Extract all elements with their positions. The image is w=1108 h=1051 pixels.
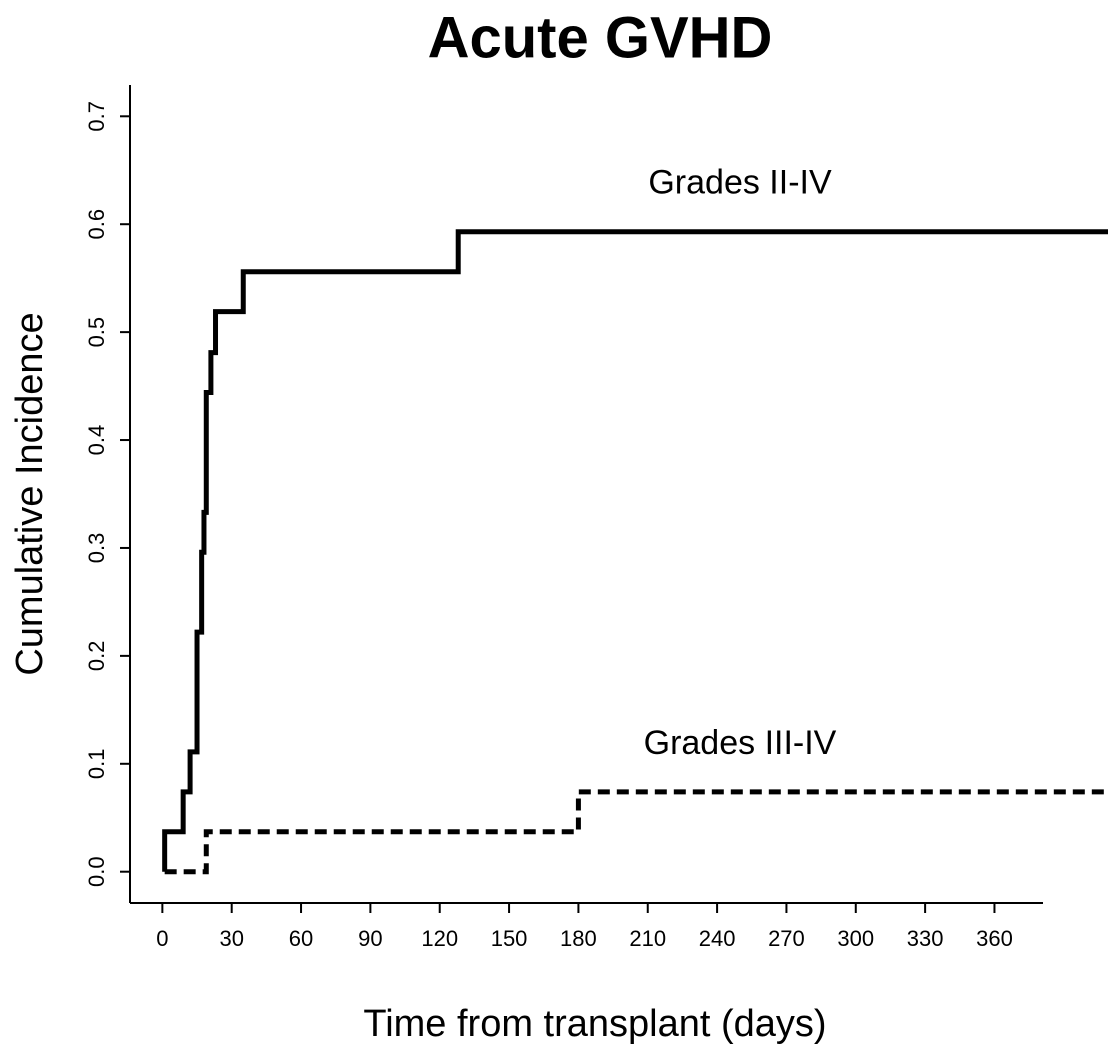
x-tick-label: 300 — [837, 926, 874, 951]
x-tick-label: 270 — [768, 926, 805, 951]
y-tick-label: 0.1 — [84, 748, 109, 779]
y-tick-label: 0.7 — [84, 101, 109, 132]
series-line — [164, 789, 1108, 875]
x-tick-label: 150 — [491, 926, 528, 951]
y-tick-label: 0.6 — [84, 209, 109, 240]
x-tick-label: 210 — [629, 926, 666, 951]
x-tick-label: 360 — [976, 926, 1013, 951]
chart-title: Acute GVHD — [428, 5, 773, 70]
x-tick-label: 90 — [358, 926, 382, 951]
x-tick-label: 30 — [219, 926, 243, 951]
series-line — [162, 229, 1108, 872]
series-label: Grades II-IV — [648, 164, 832, 202]
series-label: Grades III-IV — [644, 724, 837, 762]
y-tick-label: 0.5 — [84, 317, 109, 348]
y-tick-label: 0.0 — [84, 856, 109, 887]
y-tick-label: 0.3 — [84, 533, 109, 564]
x-tick-label: 60 — [289, 926, 313, 951]
y-tick-label: 0.4 — [84, 425, 109, 456]
x-tick-label: 180 — [560, 926, 597, 951]
x-tick-label: 330 — [907, 926, 944, 951]
x-tick-label: 240 — [699, 926, 736, 951]
x-axis-label: Time from transplant (days) — [363, 1003, 826, 1045]
x-tick-label: 0 — [156, 926, 168, 951]
y-tick-label: 0.2 — [84, 641, 109, 672]
x-tick-label: 120 — [421, 926, 458, 951]
y-axis-label: Cumulative Incidence — [9, 312, 51, 675]
